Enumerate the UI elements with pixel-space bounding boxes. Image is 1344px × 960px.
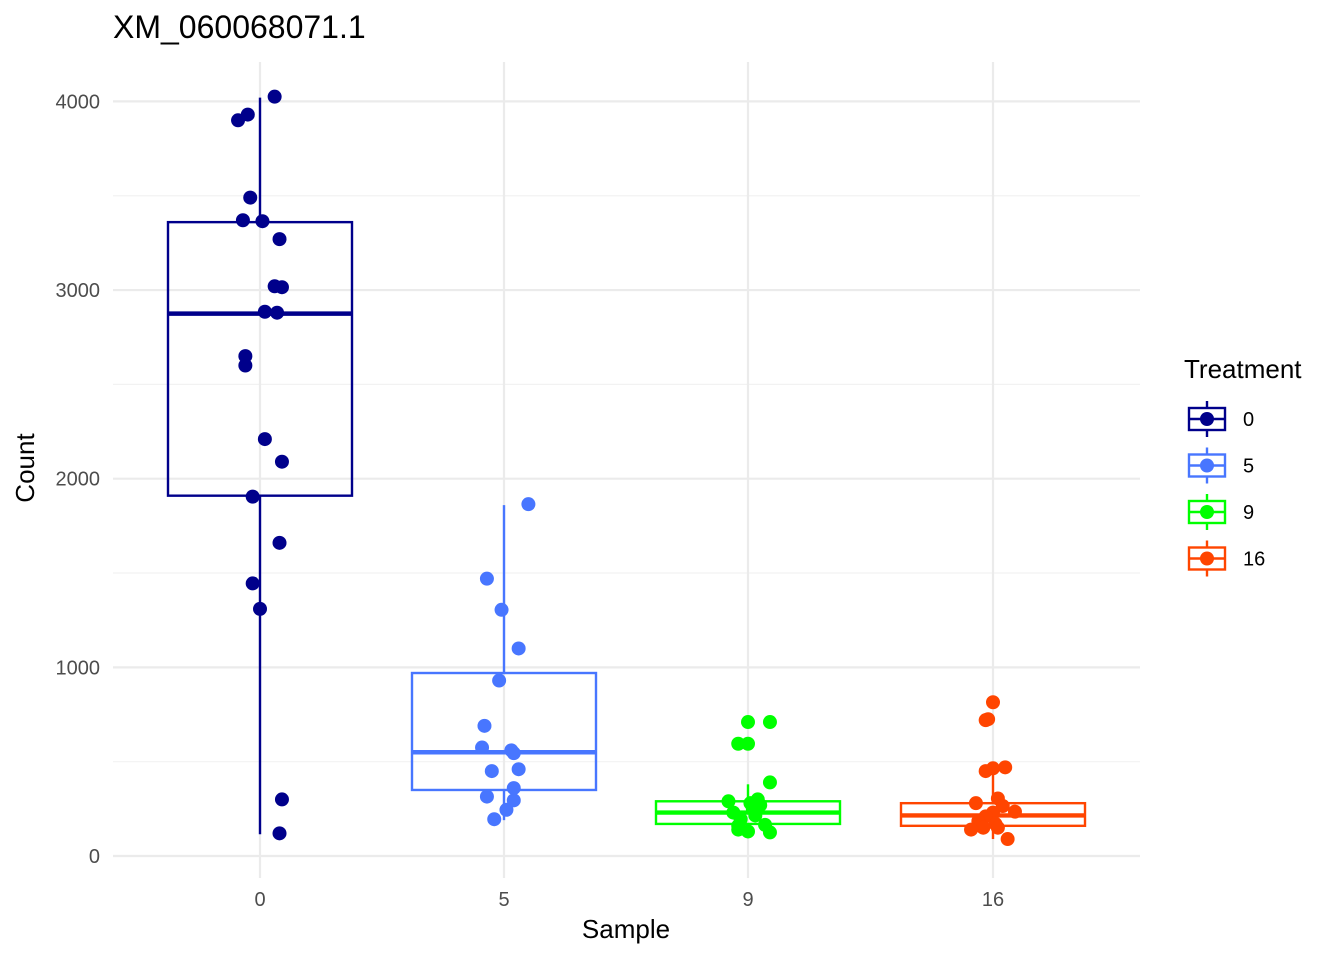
data-point-0	[235, 213, 250, 228]
data-point-0	[274, 454, 289, 469]
data-point-5	[494, 602, 509, 617]
x-axis-ticks: 0 5 9 16	[254, 889, 1004, 911]
data-point-0	[243, 190, 258, 205]
data-point-5	[506, 781, 521, 796]
data-point-16	[964, 822, 979, 837]
data-point-9	[731, 736, 746, 751]
data-point-0	[245, 576, 260, 591]
data-point-0	[238, 358, 253, 373]
data-point-5	[492, 673, 507, 688]
data-point-9	[762, 775, 777, 790]
data-point-16	[1007, 804, 1022, 819]
legend-key-point	[1200, 551, 1214, 566]
box-iqr	[410, 671, 598, 792]
data-point-5	[487, 812, 502, 827]
data-point-0	[272, 826, 287, 841]
legend-title: Treatment	[1184, 354, 1302, 384]
y-tick-label: 3000	[56, 280, 101, 302]
legend-label: 5	[1243, 456, 1254, 478]
data-point-9	[741, 824, 755, 839]
legend-item-5: 5	[1187, 447, 1254, 484]
legend: Treatment 0 5 9 16	[1184, 354, 1302, 577]
x-axis-title: Sample	[582, 914, 670, 944]
data-point-0	[255, 214, 270, 229]
data-point-0	[272, 535, 287, 550]
legend-label: 16	[1243, 549, 1265, 571]
data-point-16	[1000, 832, 1015, 847]
jitter-points-layer	[231, 89, 1022, 847]
chart-title: XM_060068071.1	[113, 9, 366, 45]
data-point-5	[475, 740, 490, 755]
data-point-5	[477, 718, 492, 733]
data-point-0	[272, 232, 287, 247]
data-point-0	[253, 601, 267, 616]
data-point-16	[976, 820, 991, 835]
y-axis-title: Count	[10, 433, 40, 503]
data-point-9	[748, 808, 763, 823]
data-point-9	[721, 794, 736, 809]
data-point-9	[762, 825, 777, 840]
data-point-16	[990, 820, 1005, 835]
data-point-5	[506, 793, 521, 808]
data-point-5	[511, 762, 526, 777]
x-tick-label: 5	[498, 889, 509, 911]
legend-item-9: 9	[1187, 494, 1254, 530]
data-point-5	[521, 497, 536, 512]
box-series-5	[410, 505, 598, 821]
data-point-16	[968, 796, 983, 811]
data-point-9	[741, 715, 755, 730]
data-point-0	[267, 89, 282, 104]
data-point-0	[245, 489, 260, 504]
legend-label: 0	[1243, 409, 1254, 431]
y-tick-label: 4000	[56, 91, 101, 113]
box-series-layer	[166, 97, 1087, 840]
data-point-5	[499, 802, 514, 817]
data-point-5	[479, 789, 494, 804]
data-point-5	[511, 641, 526, 656]
data-point-16	[998, 760, 1013, 775]
grid-lines	[113, 62, 1140, 878]
data-point-0	[257, 304, 272, 319]
data-point-16	[978, 764, 993, 779]
data-point-5	[484, 764, 499, 779]
data-point-0	[274, 280, 289, 295]
legend-item-16: 16	[1187, 540, 1265, 577]
data-point-5	[506, 746, 521, 761]
legend-key-point	[1200, 412, 1214, 426]
data-point-9	[762, 715, 777, 730]
data-point-5	[479, 571, 494, 586]
x-tick-label: 16	[982, 889, 1004, 911]
data-point-0	[257, 432, 272, 447]
legend-label: 9	[1243, 502, 1254, 524]
y-tick-label: 0	[89, 846, 100, 868]
y-tick-label: 1000	[56, 657, 101, 679]
data-point-16	[986, 695, 1000, 710]
data-point-0	[270, 305, 285, 320]
data-point-9	[741, 736, 755, 751]
y-tick-label: 2000	[56, 469, 101, 491]
y-axis-ticks: 0 1000 2000 3000 4000	[56, 91, 101, 868]
data-point-0	[274, 792, 289, 807]
legend-key-point	[1200, 458, 1214, 473]
data-point-0	[231, 113, 246, 128]
x-tick-label: 0	[254, 889, 265, 911]
legend-item-0: 0	[1187, 401, 1254, 437]
x-tick-label: 9	[742, 889, 753, 911]
data-point-16	[978, 713, 993, 728]
legend-key-point	[1200, 505, 1214, 519]
